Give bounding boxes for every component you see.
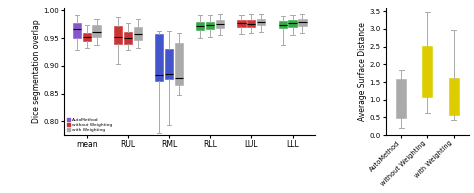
PathPatch shape bbox=[216, 20, 224, 28]
PathPatch shape bbox=[82, 33, 91, 41]
PathPatch shape bbox=[124, 31, 132, 44]
PathPatch shape bbox=[422, 46, 432, 97]
PathPatch shape bbox=[92, 25, 100, 37]
Y-axis label: Average Surface Distance: Average Surface Distance bbox=[358, 22, 366, 121]
PathPatch shape bbox=[298, 19, 307, 26]
PathPatch shape bbox=[247, 20, 255, 27]
Y-axis label: Dice segmentation overlap: Dice segmentation overlap bbox=[32, 20, 41, 123]
Legend: AutoMethod, without Weighting, with Weighting: AutoMethod, without Weighting, with Weig… bbox=[66, 118, 113, 133]
PathPatch shape bbox=[134, 27, 142, 40]
PathPatch shape bbox=[279, 21, 287, 28]
PathPatch shape bbox=[396, 79, 406, 118]
PathPatch shape bbox=[206, 22, 214, 29]
PathPatch shape bbox=[155, 34, 163, 81]
PathPatch shape bbox=[237, 20, 246, 27]
PathPatch shape bbox=[73, 23, 81, 38]
PathPatch shape bbox=[257, 19, 265, 25]
PathPatch shape bbox=[165, 49, 173, 79]
PathPatch shape bbox=[196, 22, 204, 30]
PathPatch shape bbox=[114, 26, 122, 44]
PathPatch shape bbox=[288, 20, 297, 27]
PathPatch shape bbox=[448, 78, 458, 115]
PathPatch shape bbox=[175, 43, 183, 85]
